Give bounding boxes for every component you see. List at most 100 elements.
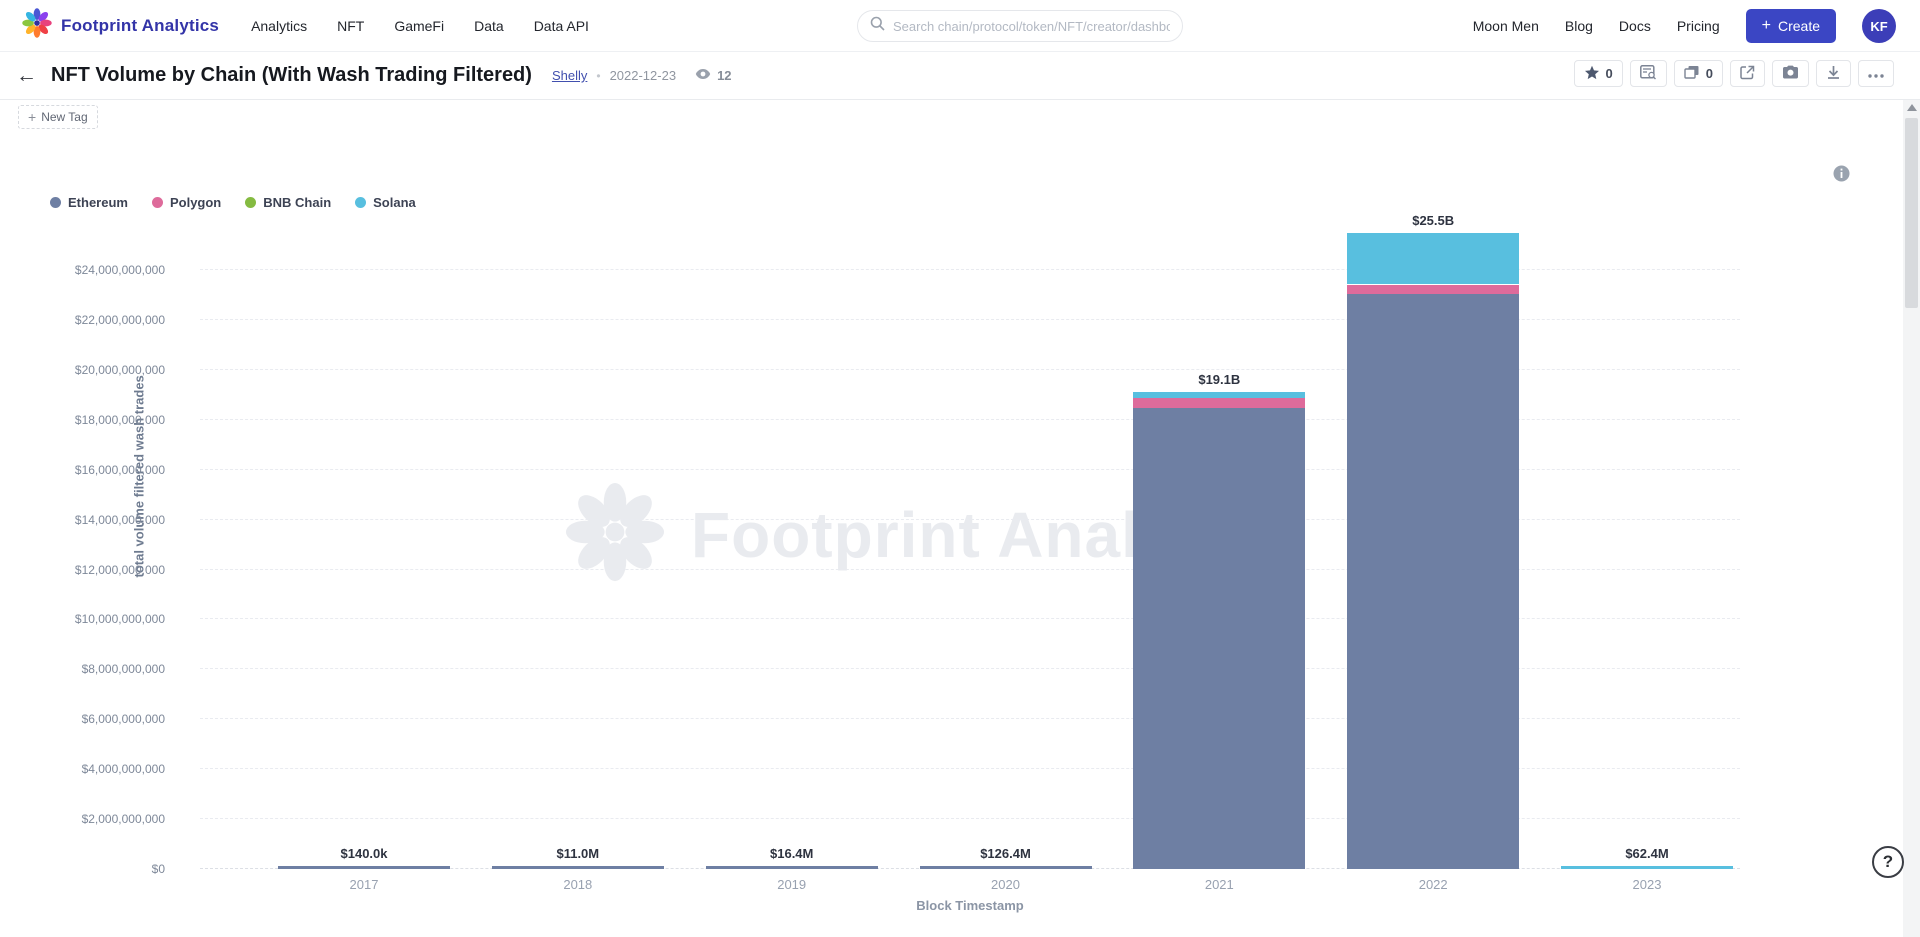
search-input[interactable] xyxy=(893,18,1170,34)
eye-icon xyxy=(695,68,711,83)
bar-2019-ethereum[interactable] xyxy=(705,866,878,869)
chart-legend: Ethereum Polygon BNB Chain Solana xyxy=(50,195,416,210)
bar-2018-ethereum[interactable] xyxy=(491,866,664,869)
legend-dot-icon xyxy=(355,197,367,208)
top-nav: Footprint Analytics Analytics NFT GameFi Da… xyxy=(0,0,1920,52)
page-title: NFT Volume by Chain (With Wash Trading F… xyxy=(51,64,532,86)
brand-logo[interactable]: Footprint Analytics xyxy=(22,8,219,43)
legend-item-bnb-chain[interactable]: BNB Chain xyxy=(245,195,331,210)
x-tick-label-2021: 2021 xyxy=(1204,877,1234,892)
y-tick-label: $0 xyxy=(151,862,165,876)
y-tick-label: $10,000,000,000 xyxy=(74,612,165,627)
dashboard-meta: Shelly • 2022-12-23 12 xyxy=(552,68,732,83)
legend-label: Ethereum xyxy=(68,195,128,210)
download-icon xyxy=(1826,65,1841,83)
legend-item-ethereum[interactable]: Ethereum xyxy=(50,195,128,210)
x-tick-label-2018: 2018 xyxy=(563,877,593,892)
download-button[interactable] xyxy=(1816,60,1851,87)
open-external-icon xyxy=(1740,65,1755,83)
scrollbar-thumb[interactable] xyxy=(1905,118,1918,308)
bar-2022-polygon[interactable] xyxy=(1347,284,1520,295)
open-external-button[interactable] xyxy=(1730,60,1765,87)
nav-item-data-api[interactable]: Data API xyxy=(533,17,589,34)
bar-total-label-2022: $25.5B xyxy=(1412,212,1455,228)
view-count: 12 xyxy=(695,68,732,83)
bar-2023-solana[interactable] xyxy=(1561,866,1733,869)
chart-info-icon[interactable] xyxy=(1833,165,1850,187)
back-arrow-icon[interactable]: ← xyxy=(16,64,37,87)
gridline xyxy=(200,818,1740,820)
gridline xyxy=(200,269,1740,270)
search-icon xyxy=(870,16,885,36)
scroll-up-arrow-icon[interactable] xyxy=(1907,104,1917,111)
legend-dot-icon xyxy=(245,197,257,208)
nav-link-pricing[interactable]: Pricing xyxy=(1676,18,1720,34)
bar-total-label-2017: $140.0k xyxy=(340,846,388,861)
star-icon xyxy=(1584,65,1600,83)
legend-label: BNB Chain xyxy=(263,195,332,210)
plus-icon: + xyxy=(28,109,37,125)
create-button[interactable]: + Create xyxy=(1745,9,1836,43)
gridline xyxy=(200,368,1740,370)
x-tick-label-2017: 2017 xyxy=(349,877,379,892)
chart-plot-area: $140.0k 2017 $11.0M 2018 $16.4M 2019 $126.4M 20… xyxy=(200,213,1740,892)
more-icon xyxy=(1868,66,1884,81)
create-button-label: Create xyxy=(1777,18,1820,34)
bar-2020-ethereum[interactable] xyxy=(919,865,1092,869)
search-box[interactable] xyxy=(857,10,1183,42)
primary-nav: Analytics NFT GameFi Data Data API xyxy=(251,18,589,34)
y-tick-label: $20,000,000,000 xyxy=(74,362,165,377)
meta-dot: • xyxy=(596,68,601,83)
legend-label: Polygon xyxy=(169,195,222,210)
x-tick-label-2020: 2020 xyxy=(991,877,1020,892)
author-link[interactable]: Shelly xyxy=(551,68,588,83)
bar-2021-polygon[interactable] xyxy=(1133,398,1306,409)
bar-2021-ethereum[interactable] xyxy=(1133,408,1306,869)
star-button[interactable]: 0 xyxy=(1573,60,1623,87)
star-count: 0 xyxy=(1605,66,1613,81)
gridline xyxy=(200,418,1740,420)
nav-link-blog[interactable]: Blog xyxy=(1564,18,1593,34)
y-tick-label: $2,000,000,000 xyxy=(81,812,165,827)
bar-2022-solana[interactable] xyxy=(1347,232,1520,285)
legend-item-polygon[interactable]: Polygon xyxy=(151,195,222,210)
y-tick-label: $24,000,000,000 xyxy=(74,263,165,277)
gridline xyxy=(200,518,1740,520)
user-avatar[interactable]: KF xyxy=(1862,9,1896,43)
plus-icon: + xyxy=(1761,17,1771,34)
y-tick-label: $12,000,000,000 xyxy=(74,562,165,577)
duplicate-button[interactable]: 0 xyxy=(1673,60,1723,87)
bar-2017-ethereum[interactable] xyxy=(278,866,450,869)
gridline xyxy=(200,668,1740,670)
y-tick-label: $4,000,000,000 xyxy=(81,762,165,777)
report-preview-button[interactable] xyxy=(1629,60,1667,87)
help-button[interactable]: ? xyxy=(1872,846,1904,878)
duplicate-count: 0 xyxy=(1705,66,1713,81)
bar-2021-solana[interactable] xyxy=(1133,392,1306,399)
nav-item-gamefi[interactable]: GameFi xyxy=(394,17,445,34)
nav-item-analytics[interactable]: Analytics xyxy=(251,17,308,34)
report-preview-icon xyxy=(1639,64,1657,83)
nav-link-docs[interactable]: Docs xyxy=(1618,18,1651,34)
bar-2022-ethereum[interactable] xyxy=(1347,294,1520,869)
nav-item-nft[interactable]: NFT xyxy=(337,17,365,34)
x-tick-label-2022: 2022 xyxy=(1418,877,1448,892)
y-tick-label: $16,000,000,000 xyxy=(74,462,165,477)
new-tag-button[interactable]: + New Tag xyxy=(18,105,98,129)
bar-total-label-2020: $126.4M xyxy=(980,845,1031,861)
gridline xyxy=(200,618,1740,620)
y-tick-label: $6,000,000,000 xyxy=(81,712,165,727)
legend-dot-icon xyxy=(151,197,163,208)
more-button[interactable] xyxy=(1858,60,1894,87)
nav-link-moon-men[interactable]: Moon Men xyxy=(1472,18,1539,34)
nav-item-data[interactable]: Data xyxy=(474,17,504,34)
legend-item-solana[interactable]: Solana xyxy=(355,195,416,210)
vertical-scrollbar[interactable] xyxy=(1903,100,1920,937)
watermark-flower-icon xyxy=(565,482,665,587)
gridline xyxy=(200,318,1740,320)
camera-icon xyxy=(1782,65,1799,82)
brand-name: Footprint Analytics xyxy=(61,15,220,35)
camera-button[interactable] xyxy=(1772,60,1809,87)
